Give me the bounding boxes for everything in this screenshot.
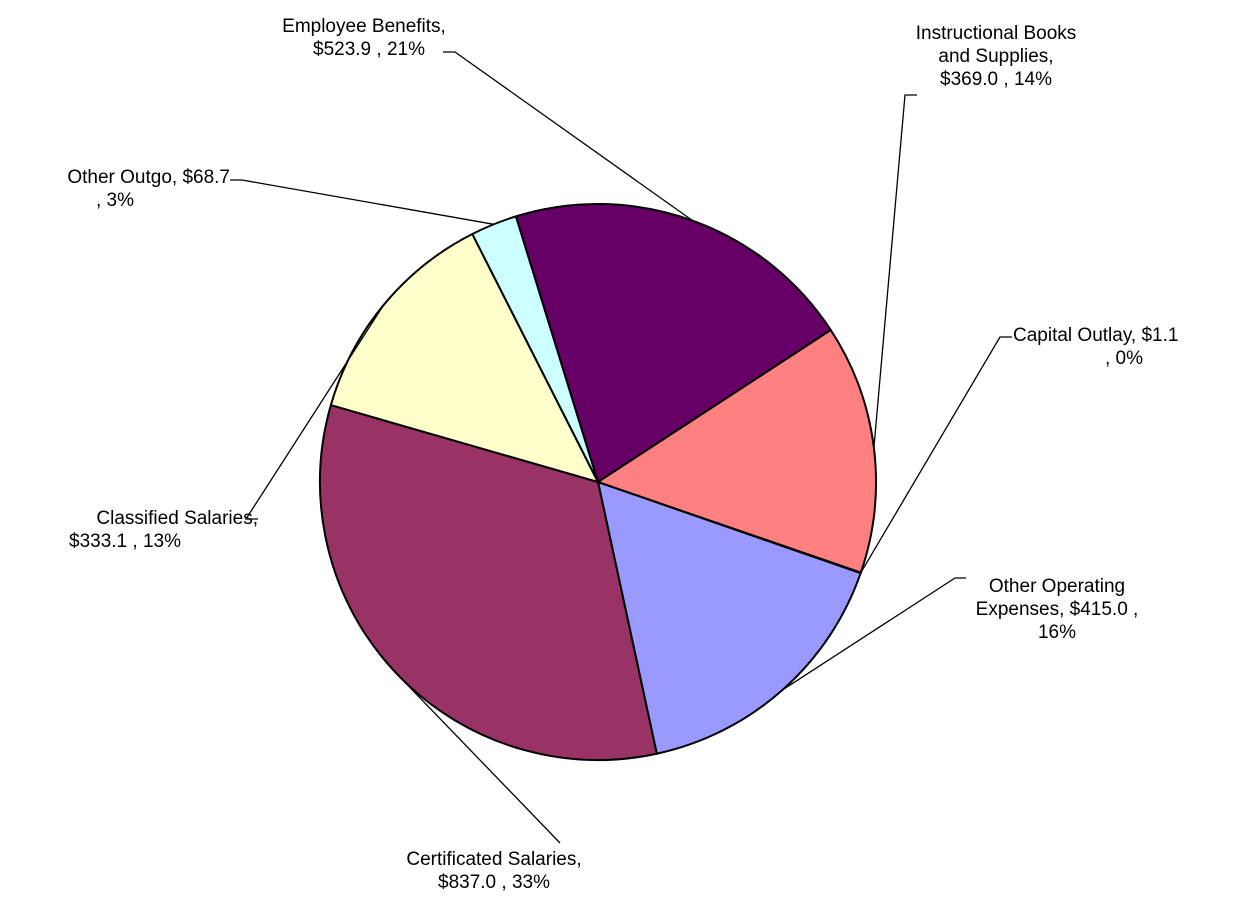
data-label-line: Expenses, $415.0 , [976, 599, 1139, 620]
data-label-line: , 0% [1105, 348, 1143, 369]
pie-slice-instructional-books-and-supplies [597, 329, 877, 574]
data-label-line: $837.0 , 33% [438, 872, 550, 893]
data-label-other-outgo: Other Outgo, $68.7, 3% [67, 167, 230, 211]
leader-line-employee-benefits [443, 51, 693, 222]
data-label-employee-benefits: Employee Benefits,$523.9 , 21% [282, 16, 446, 60]
leader-line-instructional-books-and-supplies [873, 94, 917, 448]
slices-layer [319, 202, 877, 761]
data-label-line: Certificated Salaries, [406, 849, 581, 870]
data-label-line: Employee Benefits, [282, 16, 446, 37]
pie-slice-certificated-salaries [319, 404, 658, 761]
data-label-line: Instructional Books [916, 23, 1077, 44]
data-label-line: $523.9 , 21% [313, 39, 425, 60]
leader-line-other-operating-expenses [781, 577, 966, 691]
data-label-line: , 3% [96, 190, 134, 211]
data-labels-layer: Capital Outlay, $1.1, 0%Other OperatingE… [67, 16, 1178, 893]
data-label-line: $369.0 , 14% [940, 69, 1052, 90]
leader-line-classified-salaries [244, 304, 385, 520]
data-label-line: Capital Outlay, $1.1 [1013, 325, 1178, 346]
data-label-classified-salaries: Classified Salaries,$333.1 , 13% [69, 508, 258, 552]
leader-line-certificated-salaries [394, 671, 561, 844]
data-label-line: $333.1 , 13% [69, 531, 181, 552]
pie-slice-other-operating-expenses [597, 481, 862, 755]
data-label-line: and Supplies, [938, 46, 1053, 67]
data-label-capital-outlay: Capital Outlay, $1.1, 0% [1013, 325, 1178, 369]
leader-lines-layer [230, 51, 1012, 844]
data-label-line: Classified Salaries, [96, 508, 258, 529]
data-label-line: Other Outgo, $68.7 [67, 167, 230, 188]
data-label-line: 16% [1038, 622, 1076, 643]
leader-line-other-outgo [230, 179, 494, 225]
data-label-line: Other Operating [989, 576, 1125, 597]
data-label-certificated-salaries: Certificated Salaries,$837.0 , 33% [406, 849, 581, 893]
leader-line-capital-outlay [860, 336, 1012, 574]
